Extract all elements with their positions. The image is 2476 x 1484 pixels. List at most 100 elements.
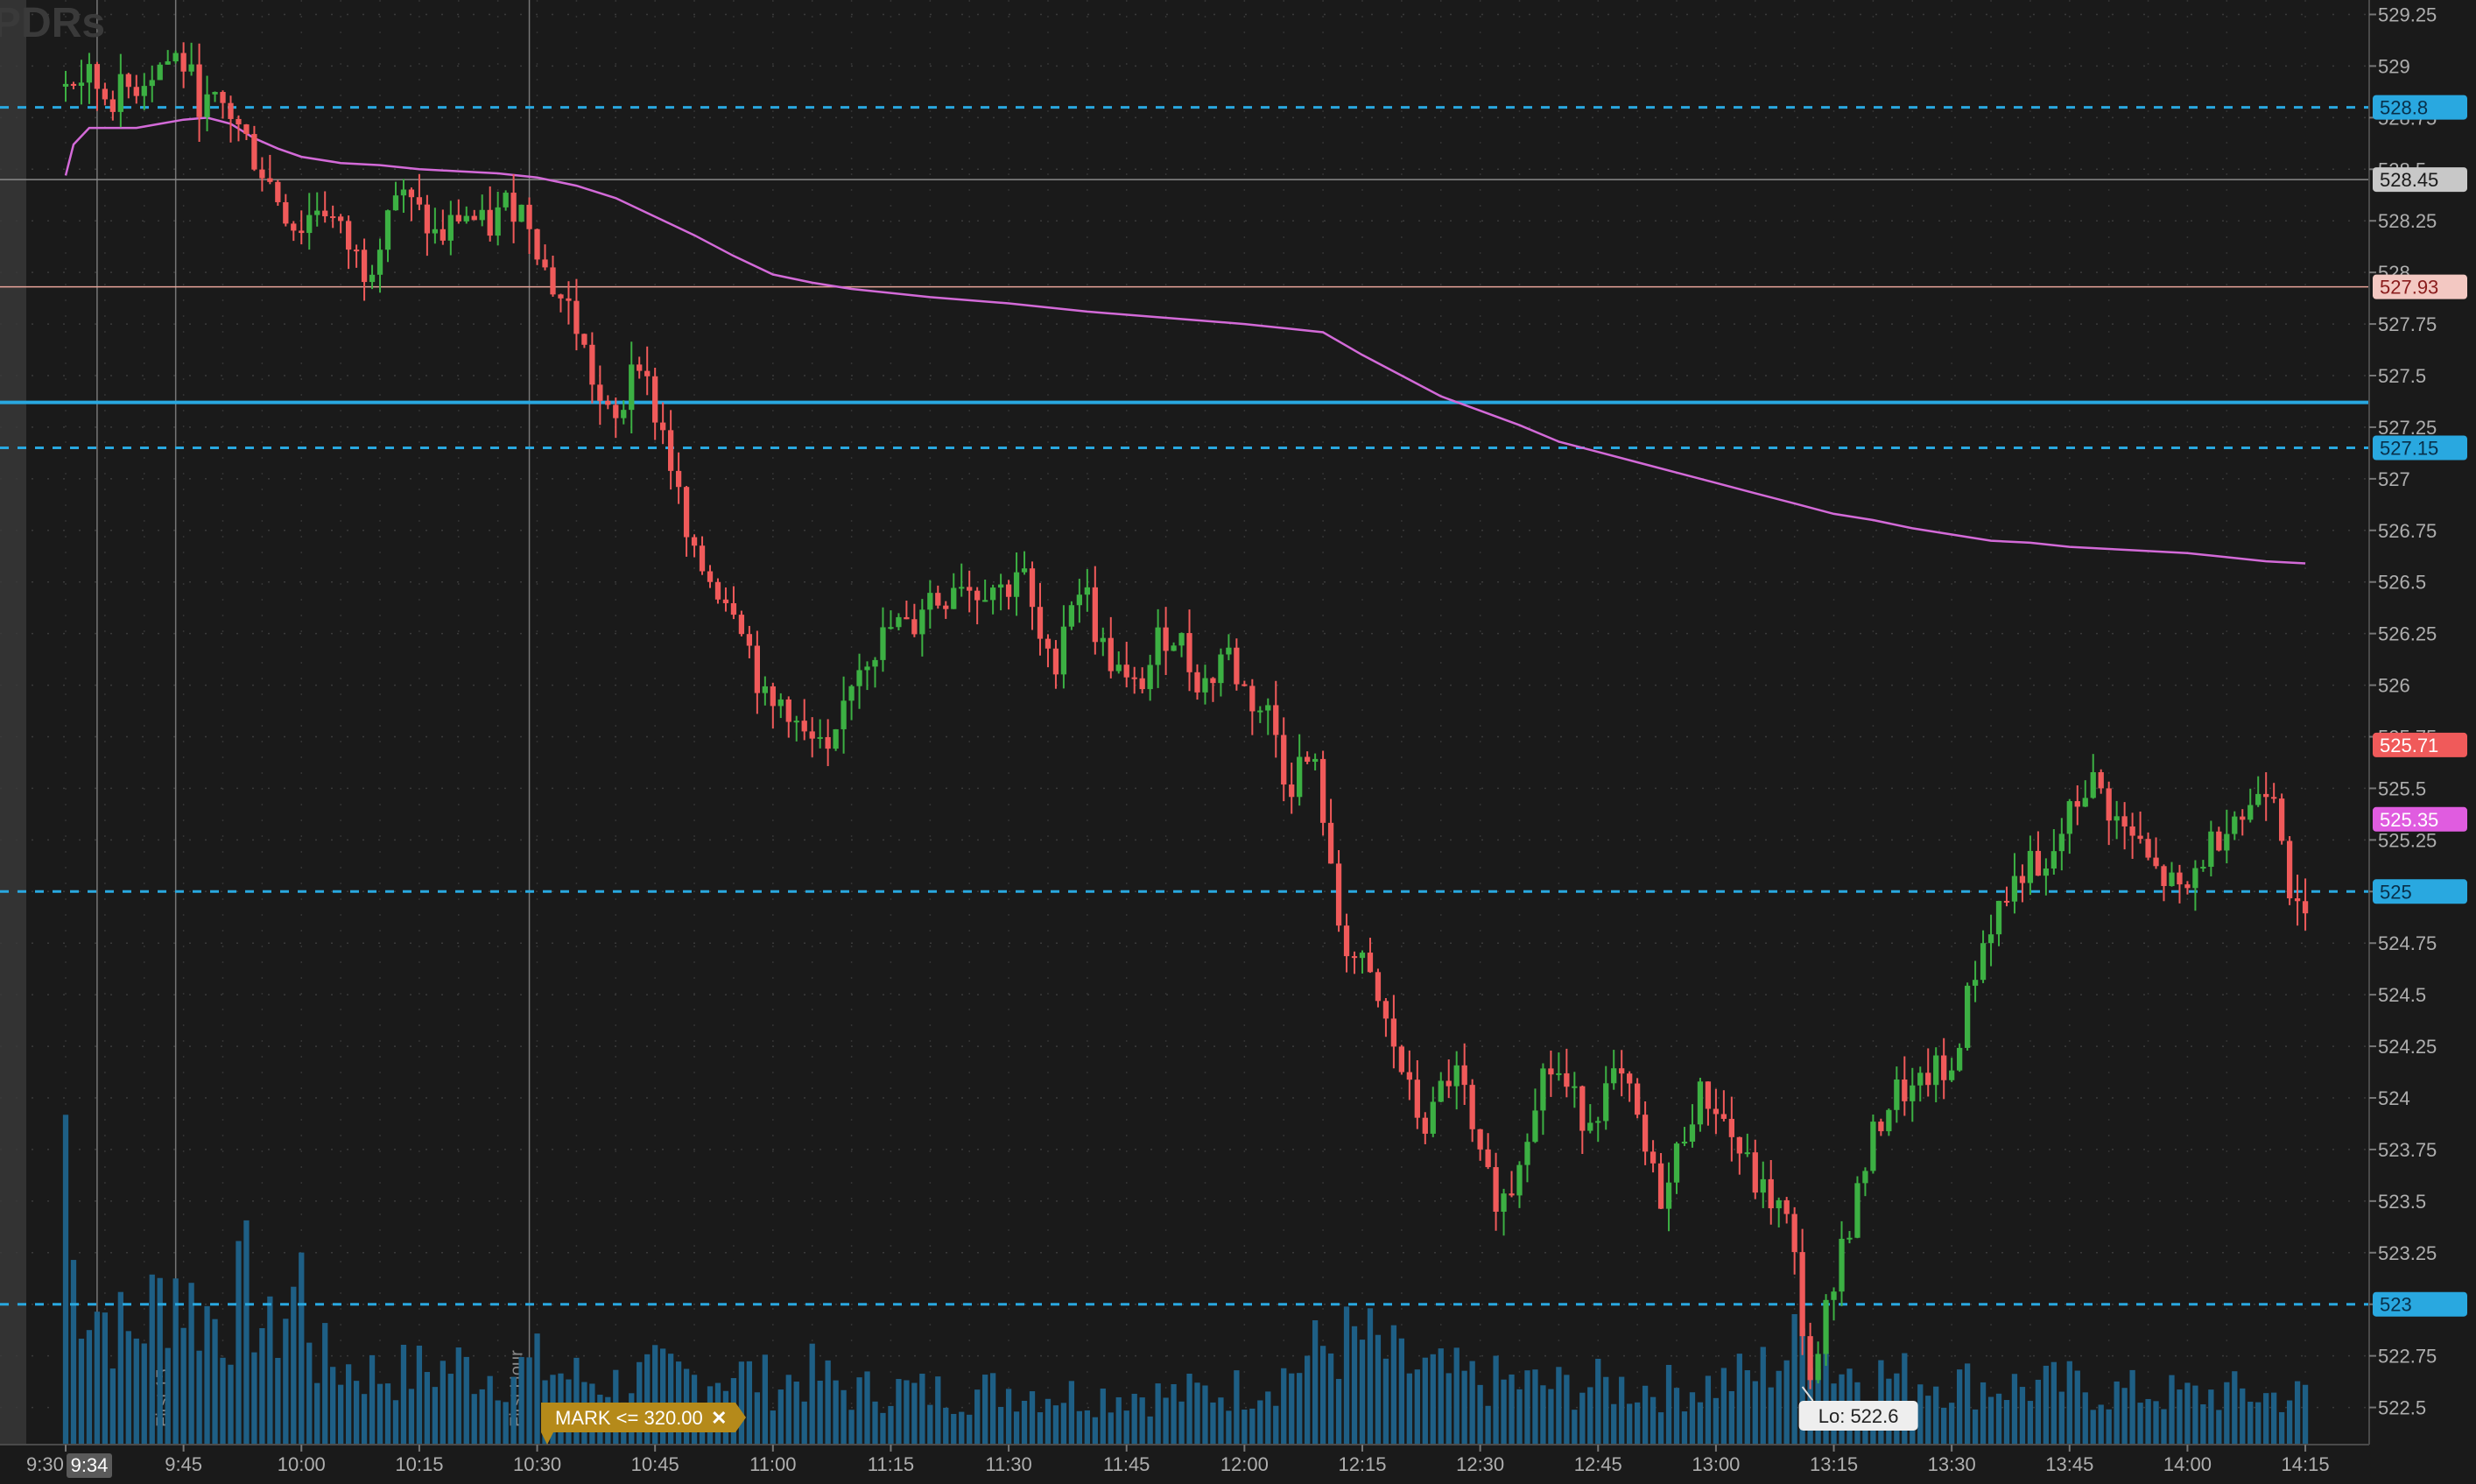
- volume-bar: [1980, 1382, 1987, 1445]
- candle-body: [2200, 867, 2206, 869]
- volume-bar: [1398, 1338, 1405, 1445]
- volume-bar: [1438, 1348, 1444, 1445]
- candle-body: [1603, 1083, 1609, 1122]
- x-tick-label: 9:30: [26, 1453, 64, 1475]
- candle-body: [801, 721, 807, 732]
- volume-bar: [904, 1380, 910, 1445]
- candle-body: [62, 83, 69, 87]
- y-tick-label: 526.5: [2378, 572, 2426, 594]
- candle-body: [1210, 678, 1216, 684]
- volume-bar: [1642, 1385, 1649, 1445]
- volume-bar: [2011, 1374, 2018, 1445]
- volume-bar: [943, 1407, 949, 1445]
- volume-bar: [896, 1379, 902, 1445]
- x-tick-label: 10:30: [513, 1453, 561, 1475]
- volume-bar: [2066, 1361, 2072, 1445]
- volume-bar: [1076, 1410, 1083, 1445]
- volume-bar: [1603, 1376, 1609, 1445]
- y-tick-label: 526.75: [2378, 520, 2437, 542]
- candle-body: [1257, 710, 1263, 713]
- volume-bar: [2177, 1389, 2183, 1445]
- candle-body: [2082, 798, 2088, 807]
- candle-body: [1335, 863, 1342, 926]
- volume-bar: [1957, 1369, 1963, 1445]
- volume-bar: [1627, 1403, 1633, 1445]
- candle-body: [2247, 805, 2254, 820]
- candle-body: [1343, 925, 1350, 957]
- candle-body: [982, 600, 988, 602]
- volume-bar: [157, 1277, 163, 1445]
- candle-body: [2074, 801, 2080, 807]
- volume-bar: [2145, 1398, 2151, 1445]
- volume-bar: [2035, 1379, 2042, 1445]
- close-icon[interactable]: ✕: [711, 1407, 727, 1429]
- volume-bar: [1115, 1396, 1122, 1445]
- volume-bar: [117, 1291, 123, 1445]
- candle-body: [2294, 898, 2301, 902]
- volume-bar: [1509, 1374, 1515, 1445]
- candle-body: [1870, 1122, 1876, 1171]
- candle-body: [259, 169, 265, 179]
- candle-body: [566, 298, 572, 301]
- low-label-leader: [1801, 1386, 1814, 1402]
- candle-body: [730, 602, 737, 615]
- candle-body: [2240, 816, 2246, 820]
- price-badge: [2373, 274, 2467, 299]
- volume-bar: [78, 1339, 85, 1445]
- volume-bar: [267, 1296, 273, 1445]
- candle-body: [440, 229, 446, 241]
- volume-bar: [2090, 1410, 2096, 1445]
- candle-body: [1783, 1199, 1790, 1214]
- candle-body: [204, 94, 210, 117]
- volume-bar: [2043, 1365, 2050, 1445]
- volume-bar: [1375, 1334, 1382, 1445]
- volume-bar: [306, 1342, 313, 1445]
- candle-body: [141, 86, 147, 96]
- volume-bar: [1902, 1353, 1908, 1445]
- volume-bar: [1776, 1370, 1782, 1445]
- price-badge-label: 525.35: [2380, 809, 2438, 831]
- volume-bar: [738, 1361, 745, 1445]
- candle-body: [2169, 872, 2175, 887]
- volume-bar: [1178, 1401, 1185, 1445]
- volume-bar: [1752, 1381, 1758, 1445]
- candle-body: [1933, 1055, 1939, 1086]
- candle-body: [1752, 1152, 1758, 1193]
- candle-body: [675, 470, 682, 488]
- volume-bar: [180, 1327, 186, 1445]
- volume-bar: [2232, 1371, 2238, 1445]
- candle-body: [1925, 1073, 1931, 1086]
- volume-bar: [1949, 1403, 1955, 1445]
- candle-body: [597, 384, 603, 401]
- volume-bar: [424, 1372, 431, 1445]
- candle-body: [1509, 1193, 1515, 1196]
- candle-body: [1831, 1291, 1837, 1300]
- candle-body: [1665, 1182, 1672, 1209]
- alert-tag[interactable]: MARK <= 320.00 ✕: [541, 1403, 746, 1445]
- volume-bar: [1210, 1402, 1216, 1445]
- volume-bar: [2294, 1381, 2301, 1445]
- candle-body: [1289, 784, 1295, 798]
- volume-bar: [291, 1286, 297, 1445]
- candle-body: [1461, 1065, 1467, 1086]
- volume-bar: [1131, 1393, 1137, 1445]
- candle-body: [1728, 1118, 1734, 1137]
- volume-bar: [2192, 1385, 2198, 1445]
- chart-overlays[interactable]: SPDRs Lo: 522.6 MARK <= 320.00 ✕: [0, 0, 1918, 1445]
- candle-body: [369, 274, 376, 283]
- volume-bar: [1242, 1410, 1248, 1445]
- volume-bar: [1705, 1375, 1712, 1445]
- candle-body: [2106, 788, 2112, 821]
- volume-bar: [2240, 1388, 2246, 1445]
- price-level-lines[interactable]: [0, 106, 2369, 1306]
- candle-body: [2161, 866, 2167, 887]
- volume-bar: [70, 1260, 77, 1445]
- candle-body: [117, 74, 123, 112]
- volume-bar: [2200, 1403, 2206, 1445]
- volume-bar: [432, 1387, 438, 1445]
- volume-bar: [503, 1402, 509, 1445]
- premarket-shade: [0, 0, 26, 1445]
- low-label-text: Lo: 522.6: [1818, 1405, 1899, 1427]
